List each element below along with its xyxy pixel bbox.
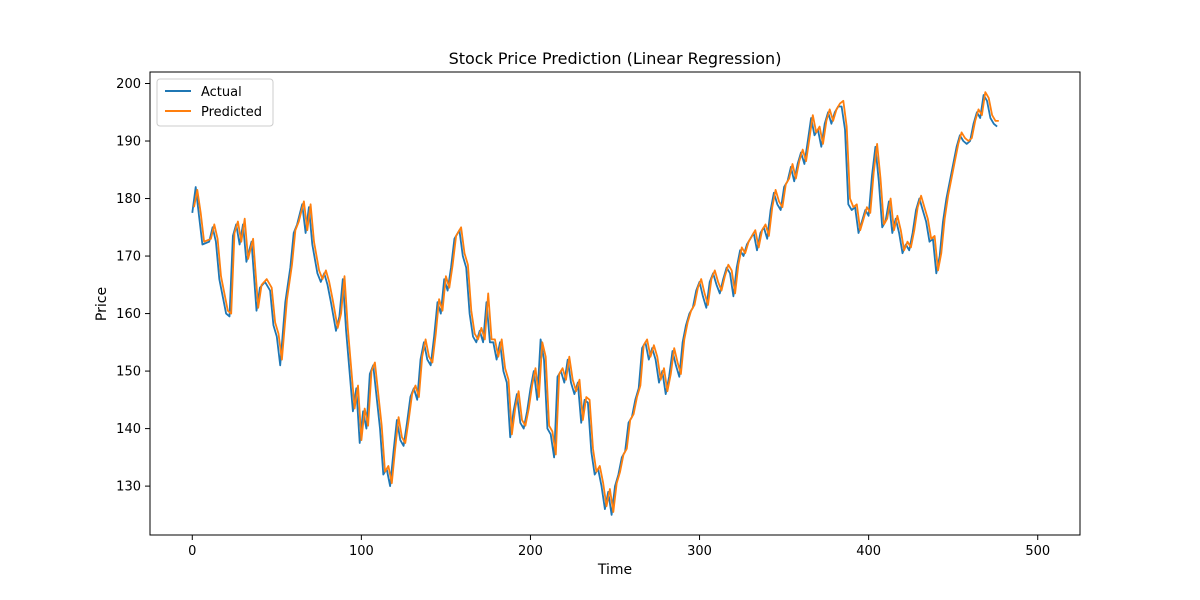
x-tick-label: 100 [349, 544, 374, 559]
x-tick-label: 200 [518, 544, 543, 559]
y-axis-label: Price [94, 287, 110, 321]
legend-label-predicted: Predicted [201, 105, 262, 120]
y-tick-label: 190 [116, 135, 141, 150]
y-tick-label: 150 [116, 365, 141, 380]
y-tick-label: 200 [116, 77, 141, 92]
x-tick-label: 300 [687, 544, 712, 559]
y-axis: 130 140 150 160 170 180 190 200 [116, 77, 150, 495]
legend: Actual Predicted [156, 78, 274, 127]
x-tick-label: 400 [856, 544, 881, 559]
plot-frame [149, 71, 1081, 536]
y-tick-label: 170 [116, 250, 141, 265]
y-tick-label: 180 [116, 192, 141, 207]
x-axis: 0 100 200 300 400 500 [188, 535, 1050, 559]
y-tick-label: 160 [116, 307, 141, 322]
x-axis-label: Time [597, 562, 632, 578]
y-tick-label: 130 [116, 480, 141, 495]
series-layer [191, 91, 999, 516]
chart-title: Stock Price Prediction (Linear Regressio… [449, 49, 782, 68]
legend-label-actual: Actual [201, 85, 242, 100]
x-tick-label: 0 [188, 544, 196, 559]
x-tick-label: 500 [1025, 544, 1050, 559]
series-line-predicted [193, 91, 999, 513]
y-tick-label: 140 [116, 422, 141, 437]
